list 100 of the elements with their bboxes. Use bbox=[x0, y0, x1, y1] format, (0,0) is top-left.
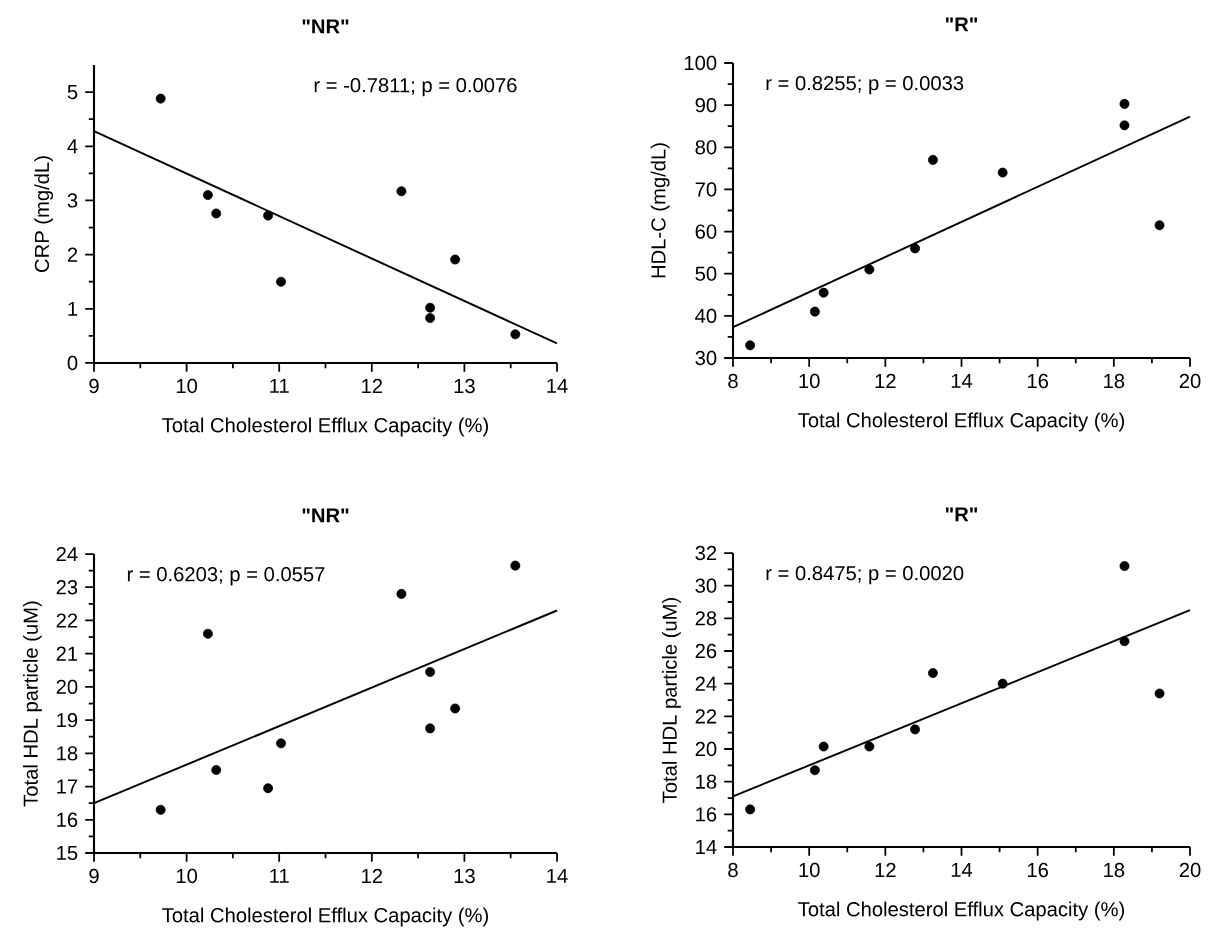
x-tick-label: 10 bbox=[799, 373, 820, 389]
y-axis-title: HDL-C (mg/dL) bbox=[650, 143, 670, 278]
point bbox=[818, 741, 829, 752]
point bbox=[425, 302, 436, 313]
point bbox=[745, 804, 756, 815]
x-tick-label: 13 bbox=[454, 378, 475, 394]
x-tick-label: 14 bbox=[951, 373, 973, 388]
x-tick-label: 14 bbox=[951, 862, 973, 877]
point bbox=[276, 276, 286, 287]
point bbox=[263, 210, 273, 221]
y-tick-label: 100 bbox=[684, 55, 717, 71]
point bbox=[928, 668, 938, 678]
point bbox=[396, 186, 407, 197]
y-tick-label: 5 bbox=[67, 85, 78, 100]
y-tick-label: 23 bbox=[56, 580, 78, 595]
x-axis-title: Total Cholesterol Efflux Capacity (%) bbox=[798, 412, 1125, 432]
point bbox=[276, 738, 286, 749]
y-tick-label: 1 bbox=[68, 301, 78, 316]
y-tick-label: 40 bbox=[695, 308, 717, 324]
point bbox=[818, 287, 829, 298]
y-tick-label: 24 bbox=[695, 676, 717, 691]
point bbox=[997, 678, 1008, 689]
y-tick-label: 14 bbox=[696, 840, 717, 854]
point bbox=[202, 190, 213, 200]
point bbox=[155, 804, 166, 815]
x-axis-title: Total Cholesterol Efflux Capacity (%) bbox=[162, 907, 488, 927]
y-tick-label: 20 bbox=[56, 679, 78, 695]
point bbox=[396, 588, 407, 599]
x-tick-label: 11 bbox=[270, 868, 289, 883]
point bbox=[1119, 636, 1130, 647]
x-tick-label: 12 bbox=[362, 378, 383, 393]
x-tick-label: 18 bbox=[1104, 373, 1125, 389]
point bbox=[745, 340, 756, 351]
y-tick-label: 22 bbox=[56, 613, 78, 628]
point bbox=[425, 723, 436, 734]
point bbox=[202, 628, 213, 639]
point bbox=[997, 167, 1008, 178]
y-tick-label: 90 bbox=[695, 97, 717, 113]
point bbox=[1119, 98, 1130, 109]
y-tick-label: 24 bbox=[56, 546, 78, 562]
y-axis-title: Total HDL particle (uM) bbox=[662, 597, 681, 803]
y-tick-label: 60 bbox=[695, 224, 717, 239]
x-tick-label: 18 bbox=[1104, 862, 1125, 878]
y-tick-label: 18 bbox=[57, 746, 78, 761]
x-tick-label: 14 bbox=[547, 868, 568, 883]
point bbox=[425, 313, 436, 323]
y-tick-label: 3 bbox=[67, 193, 78, 208]
point bbox=[864, 264, 875, 275]
y-tick-label: 80 bbox=[695, 140, 717, 155]
x-tick-label: 12 bbox=[875, 373, 896, 388]
y-tick-label: 18 bbox=[696, 774, 717, 789]
chart-title: "NR" bbox=[302, 19, 349, 34]
x-tick-label: 9 bbox=[89, 868, 99, 884]
point bbox=[211, 208, 222, 219]
y-tick-label: 16 bbox=[57, 812, 78, 827]
point bbox=[1154, 220, 1165, 231]
x-tick-label: 20 bbox=[1179, 862, 1201, 878]
y-axis-title: CRP (mg/dL) bbox=[34, 156, 54, 272]
x-tick-label: 10 bbox=[176, 378, 198, 394]
y-tick-label: 20 bbox=[695, 741, 717, 757]
y-tick-label: 22 bbox=[695, 709, 717, 724]
annotation: r = -0.7811; p = 0.0076 bbox=[314, 78, 517, 97]
x-tick-label: 10 bbox=[176, 868, 198, 884]
point bbox=[864, 741, 875, 752]
point bbox=[928, 155, 938, 165]
point bbox=[1119, 120, 1130, 131]
x-tick-label: 9 bbox=[89, 378, 99, 394]
y-tick-label: 26 bbox=[695, 643, 717, 659]
y-tick-label: 17 bbox=[57, 779, 78, 794]
y-tick-label: 30 bbox=[695, 578, 717, 593]
x-tick-label: 16 bbox=[1027, 862, 1049, 878]
x-tick-label: 12 bbox=[875, 862, 896, 877]
y-axis-title: Total HDL particle (uM) bbox=[23, 601, 42, 807]
point bbox=[450, 254, 461, 265]
y-tick-label: 4 bbox=[67, 139, 78, 154]
chart-title: "R" bbox=[945, 17, 978, 32]
x-tick-label: 10 bbox=[799, 862, 820, 878]
x-axis-title: Total Cholesterol Efflux Capacity (%) bbox=[798, 901, 1125, 921]
x-axis-title: Total Cholesterol Efflux Capacity (%) bbox=[162, 417, 488, 437]
point bbox=[263, 783, 273, 794]
x-tick-label: 13 bbox=[454, 868, 475, 884]
point bbox=[155, 93, 166, 104]
y-tick-label: 30 bbox=[695, 350, 717, 366]
annotation: r = 0.6203; p = 0.0557 bbox=[127, 567, 325, 586]
y-tick-label: 16 bbox=[696, 807, 717, 822]
y-tick-label: 70 bbox=[695, 182, 717, 197]
point bbox=[1154, 688, 1165, 699]
point bbox=[910, 243, 920, 254]
y-tick-label: 15 bbox=[57, 845, 78, 861]
chart-title: "R" bbox=[945, 507, 978, 522]
annotation: r = 0.8475; p = 0.0020 bbox=[766, 565, 964, 585]
y-tick-label: 28 bbox=[695, 611, 717, 626]
x-tick-label: 14 bbox=[547, 378, 568, 393]
point bbox=[510, 560, 521, 571]
point bbox=[450, 703, 461, 714]
x-tick-label: 8 bbox=[728, 373, 738, 389]
point bbox=[211, 765, 222, 775]
point bbox=[809, 306, 820, 317]
x-tick-label: 8 bbox=[728, 862, 738, 878]
y-tick-label: 19 bbox=[57, 712, 78, 728]
